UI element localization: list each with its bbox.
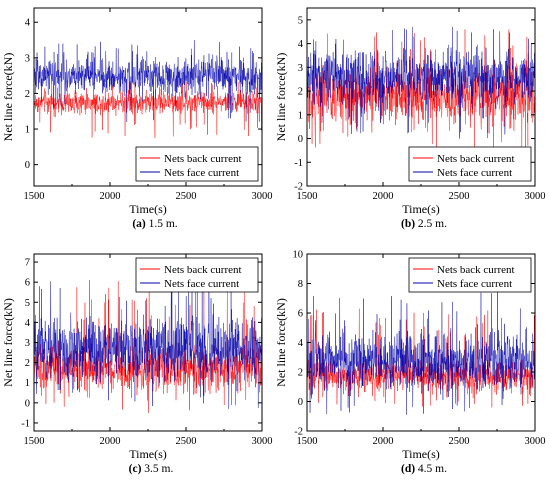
legend: Nets back current Nets face current [408,146,532,182]
legend: Nets back current Nets face current [135,146,259,182]
y-tick-label: 10 [293,250,304,261]
y-tick-label: 6 [25,278,30,289]
x-tick-label: 2000 [373,191,394,202]
panel-caption-text: 3.5 m. [141,463,173,475]
x-tick-label: 2000 [100,191,121,202]
legend-label: Nets back current [164,264,242,276]
x-tick-label: 3000 [525,191,546,202]
x-axis-title: Time(s) [402,447,440,461]
legend-label: Nets face current [437,278,512,290]
panel-caption-text: 2.5 m. [415,218,447,230]
y-tick-label: 4 [298,39,304,50]
x-axis-title: Time(s) [402,202,440,216]
y-tick-label: 1 [25,125,30,136]
x-tick-label: 1500 [297,436,318,447]
legend: Nets back current Nets face current [408,257,532,293]
x-tick-label: 2500 [176,191,197,202]
series-line-1 [34,80,262,138]
x-tick-label: 3000 [525,436,546,447]
y-axis-title: Net line force(kN) [1,298,15,387]
panel-caption: (d) 4.5 m. [401,463,447,475]
legend-box [135,257,259,293]
y-axis-title: Net line force(kN) [1,53,15,142]
panel-caption: (a) 1.5 m. [132,218,177,230]
y-tick-label: 6 [298,309,303,320]
y-tick-label: 0 [25,398,30,409]
panel-caption-tag: (c) [129,463,142,475]
y-tick-label: 1 [25,378,30,389]
series-line-2 [34,278,262,409]
y-tick-label: 0 [25,160,30,171]
panel-caption: (b) 2.5 m. [401,218,447,230]
panel-2: 1500 2000 2500 3000 -2 -1 0 1 2 3 4 5 Time(s) Net lin… [274,7,546,230]
series-line-2 [307,26,535,139]
legend-label: Nets face current [437,167,512,179]
y-tick-label: -1 [294,158,303,169]
y-tick-label: 0 [298,397,303,408]
x-tick-label: 2500 [449,191,470,202]
panel-3: 1500 2000 2500 3000 -1 0 1 2 3 4 5 6 7 Time(s) Net lin… [1,253,273,475]
y-tick-label: 4 [25,318,31,329]
x-tick-label: 2000 [373,436,394,447]
x-tick-label: 1500 [24,436,45,447]
legend-label: Nets face current [164,167,239,179]
legend-label: Nets face current [164,278,239,290]
legend-label: Nets back current [164,153,242,165]
y-tick-label: 0 [298,134,303,145]
panel-caption-text: 4.5 m. [415,463,447,475]
legend-label: Nets back current [437,264,515,276]
y-tick-label: 4 [25,18,31,29]
legend-box [408,146,532,182]
y-tick-label: 3 [298,63,303,74]
panel-caption: (c) 3.5 m. [129,463,174,475]
x-tick-label: 3000 [252,436,273,447]
y-tick-label: 5 [298,15,303,26]
y-tick-label: 2 [298,87,303,98]
x-axis-title: Time(s) [129,202,167,216]
x-axis-title: Time(s) [129,447,167,461]
y-tick-label: -2 [294,427,303,438]
y-axis-title: Net line force(kN) [274,53,288,142]
panel-caption-text: 1.5 m. [146,218,178,230]
x-tick-label: 1500 [24,191,45,202]
y-tick-label: 7 [25,258,30,269]
y-tick-label: 2 [298,368,303,379]
y-tick-label: 3 [25,338,30,349]
panel-caption-tag: (b) [401,218,415,230]
y-tick-label: 1 [298,110,303,121]
x-tick-label: 2500 [449,436,470,447]
panel-caption-tag: (d) [401,463,415,475]
panel-1: 1500 2000 2500 3000 0 1 2 3 4 Time(s) Net line for… [1,7,273,230]
y-tick-label: 2 [25,358,30,369]
x-tick-label: 3000 [252,191,273,202]
y-tick-label: 8 [298,279,303,290]
legend-box [408,257,532,293]
panel-4: 1500 2000 2500 3000 -2 0 2 4 6 8 10 Time(s) Net line… [274,250,546,476]
series-line-2 [307,292,535,415]
legend-box [135,146,259,182]
y-tick-label: 2 [25,89,30,100]
series-line-2 [34,40,262,122]
y-tick-label: 3 [25,53,30,64]
x-tick-label: 1500 [297,191,318,202]
y-tick-label: -1 [21,418,30,429]
panel-caption-tag: (a) [132,218,146,230]
x-tick-label: 2000 [100,436,121,447]
legend-label: Nets back current [437,153,515,165]
y-tick-label: -2 [294,182,303,193]
x-tick-label: 2500 [176,436,197,447]
y-tick-label: 5 [25,298,30,309]
y-tick-label: 4 [298,338,304,349]
legend: Nets back current Nets face current [135,257,259,293]
y-axis-title: Net line force(kN) [274,298,288,387]
